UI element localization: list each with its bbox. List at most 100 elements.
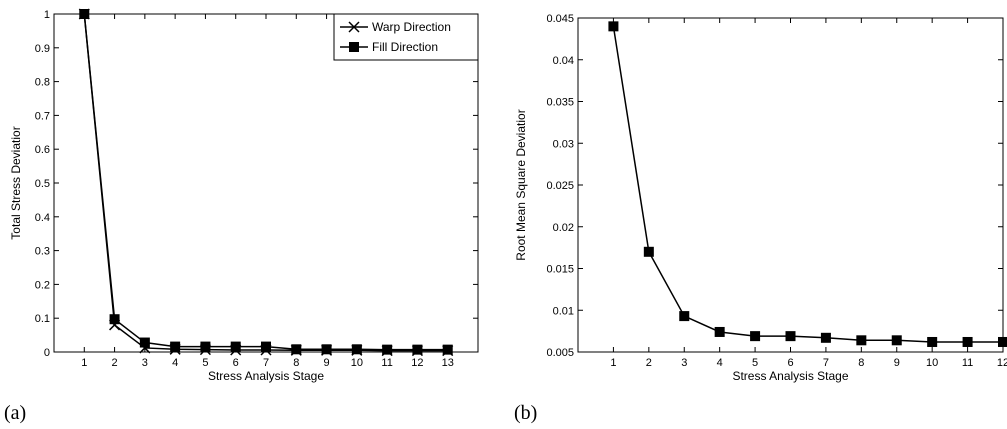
x-tick-label: 9 (894, 357, 900, 369)
y-tick-label: 0.4 (35, 212, 50, 224)
y-tick-label: 0.01 (553, 305, 574, 317)
chart-a-y-ticks: 0 0.1 0.2 0.3 0.4 0.5 0.6 0.7 0.8 0.9 1 (35, 9, 478, 359)
chart-b: 0.005 0.01 0.015 0.02 0.025 0.03 0.035 0.04 0.04… (514, 13, 1007, 424)
y-tick-label: 0.3 (35, 246, 50, 258)
y-tick-label: 0.2 (35, 279, 50, 291)
x-tick-label: 9 (324, 357, 330, 369)
y-tick-label: 0.1 (35, 313, 50, 325)
y-tick-label: 0.045 (546, 13, 574, 25)
legend-marker-fill (349, 42, 359, 52)
data-point-warp-direction (442, 345, 454, 357)
data-point-warp-direction (230, 344, 242, 356)
data-point-fill-direction (170, 341, 181, 352)
y-tick-label: 0.04 (553, 55, 574, 67)
data-point-warp-direction (381, 345, 393, 357)
chart-a-x-axis-label: Stress Analysis Stage (208, 369, 324, 383)
data-point-fill-direction (230, 341, 241, 352)
x-tick-label: 12 (411, 357, 423, 369)
legend-label-fill-direction: Fill Direction (372, 40, 438, 54)
x-tick-label: 6 (787, 357, 793, 369)
y-tick-label: 0 (44, 347, 50, 359)
data-point-series (608, 21, 619, 32)
chart-b-plot-frame (577, 17, 1004, 353)
chart-a-panel-label: (a) (4, 402, 26, 424)
series-line-series (612, 26, 1003, 343)
data-point-series (679, 311, 690, 322)
x-tick-label: 2 (646, 357, 652, 369)
data-point-series (714, 326, 725, 337)
data-point-series (962, 336, 973, 347)
chart-b-panel-label: (b) (514, 402, 537, 424)
x-tick-label: 1 (610, 357, 616, 369)
series-line-fill-direction (83, 13, 448, 351)
chart-a-x-ticks: 1 2 3 4 5 6 7 8 9 10 11 12 13 (81, 14, 454, 369)
y-tick-label: 0.005 (546, 347, 574, 359)
chart-b-x-axis-label: Stress Analysis Stage (732, 369, 848, 383)
chart-a-y-axis-label: Total Stress Deviatior (9, 126, 23, 239)
data-point-warp-direction (169, 343, 181, 355)
x-tick-label: 11 (381, 357, 392, 369)
x-tick-label: 1 (81, 357, 87, 369)
x-tick-label: 3 (681, 357, 687, 369)
y-tick-label: 0.025 (546, 180, 574, 192)
data-point-warp-direction (321, 344, 333, 356)
chart-a-legend: Warp Direction Fill Direction (333, 13, 479, 61)
data-point-warp-direction (290, 344, 302, 356)
legend-marker-square (349, 42, 359, 52)
data-point-warp-direction (351, 344, 363, 356)
x-tick-label: 12 (997, 357, 1007, 369)
y-tick-label: 0.9 (35, 43, 50, 55)
chart-a-plot-frame (53, 13, 479, 353)
data-point-warp-direction (78, 8, 90, 20)
data-point-series (750, 331, 761, 342)
data-point-series (785, 331, 796, 342)
chart-b-y-ticks: 0.005 0.01 0.015 0.02 0.025 0.03 0.035 0.04 0.04… (546, 13, 1003, 359)
x-tick-label: 8 (858, 357, 864, 369)
y-tick-label: 0.6 (35, 144, 50, 156)
data-point-series (891, 335, 902, 346)
data-point-series (856, 335, 867, 346)
data-point-fill-direction (139, 337, 150, 348)
chart-b-series-layer (608, 21, 1007, 347)
data-point-series (998, 336, 1007, 347)
y-tick-label: 0.02 (553, 222, 574, 234)
data-point-warp-direction (260, 344, 272, 356)
legend-box (333, 13, 479, 61)
x-tick-label: 3 (142, 357, 148, 369)
x-tick-label: 10 (351, 357, 363, 369)
x-tick-label: 10 (926, 357, 938, 369)
x-tick-label: 7 (263, 357, 269, 369)
legend-label-warp-direction: Warp Direction (372, 20, 451, 34)
legend-marker-warp (348, 21, 360, 33)
data-point-series (643, 246, 654, 257)
y-tick-label: 0.5 (35, 178, 50, 190)
data-point-fill-direction (261, 341, 271, 352)
y-tick-label: 0.035 (546, 97, 574, 109)
x-tick-label: 8 (293, 357, 299, 369)
x-tick-label: 2 (112, 357, 118, 369)
y-tick-label: 0.03 (553, 138, 574, 150)
x-tick-label: 5 (752, 357, 758, 369)
y-tick-label: 1 (44, 9, 50, 21)
y-tick-label: 0.015 (546, 264, 574, 276)
x-tick-label: 11 (962, 357, 973, 369)
series-line-warp-direction (83, 13, 448, 352)
x-tick-label: 13 (442, 357, 454, 369)
data-point-warp-direction (139, 342, 151, 354)
data-point-warp-direction (199, 344, 211, 356)
x-tick-label: 4 (717, 357, 723, 369)
y-tick-label: 0.7 (35, 110, 50, 122)
legend-marker-x (348, 21, 360, 33)
data-point-series (820, 332, 831, 343)
data-point-series (927, 336, 938, 347)
y-tick-label: 0.8 (35, 77, 50, 89)
x-tick-label: 5 (202, 357, 208, 369)
chart-b-x-ticks: 1 2 3 4 5 6 7 8 9 10 11 12 (610, 18, 1007, 369)
chart-b-y-axis-label: Root Mean Square Deviatior (514, 109, 528, 260)
data-point-warp-direction (411, 345, 423, 357)
data-point-fill-direction (200, 341, 211, 352)
x-tick-label: 6 (233, 357, 239, 369)
data-point-warp-direction (109, 319, 121, 331)
chart-a-series-layer (78, 8, 454, 357)
